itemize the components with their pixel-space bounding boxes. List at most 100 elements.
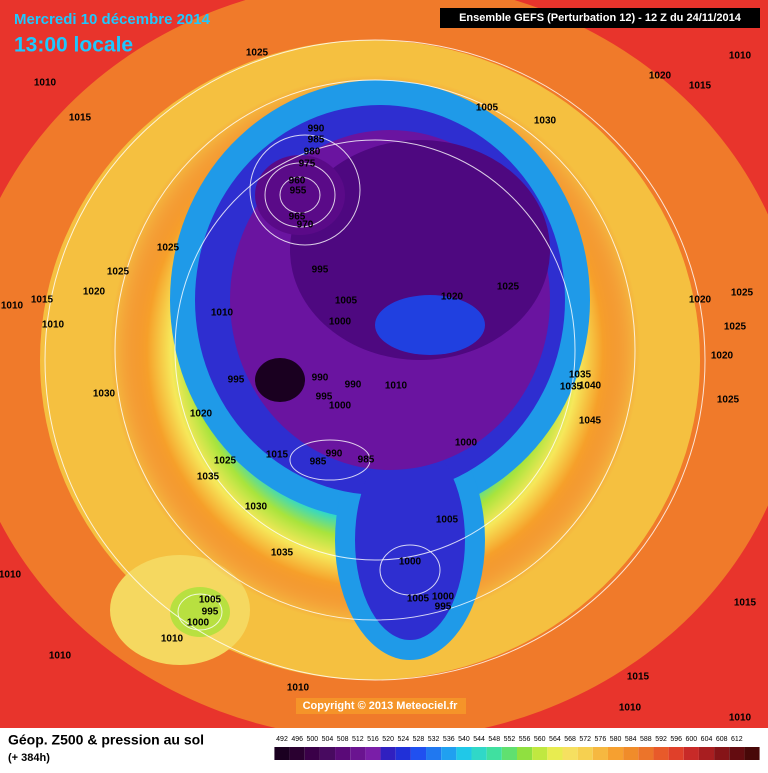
colorbar-label: 512 bbox=[352, 736, 364, 743]
pressure-label: 1025 bbox=[497, 282, 520, 293]
pressure-label: 1025 bbox=[717, 395, 740, 406]
colorbar-label: 564 bbox=[549, 736, 561, 743]
colorbar-label: 568 bbox=[564, 736, 576, 743]
pressure-label: 975 bbox=[299, 159, 316, 170]
colorbar-label: 576 bbox=[595, 736, 607, 743]
pressure-label: 1005 bbox=[476, 103, 499, 114]
pressure-label: 1010 bbox=[385, 381, 408, 392]
pressure-label: 1010 bbox=[42, 320, 65, 331]
pressure-label: 1005 bbox=[436, 515, 459, 526]
pressure-label: 1035 bbox=[560, 382, 583, 393]
pressure-label: 995 bbox=[435, 602, 452, 613]
band bbox=[355, 440, 465, 640]
model-text: Ensemble GEFS (Perturbation 12) - 12 Z d… bbox=[459, 12, 742, 24]
colorbar-swatch bbox=[289, 747, 305, 760]
colorbar-swatch bbox=[319, 747, 336, 760]
pressure-label: 1035 bbox=[197, 472, 220, 483]
colorbar-swatch bbox=[335, 747, 351, 760]
colorbar-label: 492 bbox=[276, 736, 288, 743]
model-box bbox=[440, 8, 760, 28]
colorbar-label: 604 bbox=[701, 736, 713, 743]
pressure-label: 1005 bbox=[407, 594, 430, 605]
pressure-label: 1000 bbox=[432, 592, 455, 603]
pressure-label: 1015 bbox=[734, 598, 757, 609]
pressure-label: 1035 bbox=[271, 548, 294, 559]
pressure-label: 1005 bbox=[335, 296, 358, 307]
pressure-label: 1045 bbox=[579, 416, 602, 427]
pressure-label: 1025 bbox=[731, 288, 754, 299]
colorbar-swatch bbox=[486, 747, 502, 760]
colorbar-swatch bbox=[395, 747, 411, 760]
pressure-label: 985 bbox=[308, 135, 325, 146]
pressure-label: 985 bbox=[310, 457, 327, 468]
colorbar-label: 608 bbox=[716, 736, 728, 743]
pressure-label: 1010 bbox=[1, 301, 24, 312]
footer-lead: (+ 384h) bbox=[8, 752, 50, 764]
colorbar-swatch bbox=[547, 747, 563, 760]
colorbar-swatch bbox=[441, 747, 457, 760]
pressure-label: 995 bbox=[202, 607, 219, 618]
colorbar-swatch bbox=[668, 747, 684, 760]
colorbar-swatch bbox=[562, 747, 578, 760]
band bbox=[375, 295, 485, 355]
pressure-label: 1020 bbox=[190, 409, 213, 420]
colorbar-swatch bbox=[592, 747, 608, 760]
pressure-label: 990 bbox=[312, 373, 329, 384]
pressure-label: 1010 bbox=[287, 683, 310, 694]
colorbar-swatch bbox=[426, 747, 442, 760]
isobars bbox=[44, 39, 706, 681]
pressure-label: 960 bbox=[289, 176, 306, 187]
colorbar-label: 524 bbox=[397, 736, 409, 743]
band bbox=[290, 140, 550, 360]
pressure-label: 1030 bbox=[245, 502, 268, 513]
pressure-label: 1010 bbox=[729, 51, 752, 62]
colorbar-swatch bbox=[350, 747, 366, 760]
pressure-label: 985 bbox=[358, 455, 375, 466]
pressure-label: 995 bbox=[316, 392, 333, 403]
pressure-label: 965 bbox=[289, 212, 306, 223]
pressure-label: 1010 bbox=[34, 78, 57, 89]
colorbar-label: 588 bbox=[640, 736, 652, 743]
colorbar-label: 496 bbox=[291, 736, 303, 743]
copyright-bg bbox=[296, 698, 466, 714]
pressure-label: 1015 bbox=[31, 295, 54, 306]
colorbar-label: 528 bbox=[413, 736, 425, 743]
pressure-label: 970 bbox=[297, 220, 314, 231]
band bbox=[170, 587, 230, 637]
pressure-labels: 1025101010151005103010201015101099098598… bbox=[0, 48, 757, 724]
pressure-label: 1015 bbox=[627, 672, 650, 683]
colorbar-swatch bbox=[471, 747, 487, 760]
pressure-label: 1010 bbox=[0, 570, 22, 581]
pressure-label: 995 bbox=[228, 375, 245, 386]
date: Mercredi 10 décembre 2014 bbox=[14, 11, 211, 28]
pressure-label: 1025 bbox=[246, 48, 269, 59]
pressure-label: 995 bbox=[312, 265, 329, 276]
colorbar-swatch bbox=[456, 747, 472, 760]
colorbar-label: 612 bbox=[731, 736, 743, 743]
colorbar-label: 516 bbox=[367, 736, 379, 743]
pressure-label: 1000 bbox=[399, 557, 422, 568]
pressure-label: 1020 bbox=[83, 287, 106, 298]
colorbar-label: 584 bbox=[625, 736, 637, 743]
colorbar-swatch bbox=[744, 747, 760, 760]
colorbar-label: 560 bbox=[534, 736, 546, 743]
pressure-label: 980 bbox=[304, 147, 321, 158]
colorbar-label: 596 bbox=[670, 736, 682, 743]
colorbar-label: 508 bbox=[337, 736, 349, 743]
pressure-label: 1040 bbox=[579, 381, 602, 392]
colorbar-swatch bbox=[683, 747, 699, 760]
colorbar-label: 540 bbox=[458, 736, 470, 743]
colorbar-label: 552 bbox=[504, 736, 516, 743]
pressure-label: 1000 bbox=[329, 401, 352, 412]
colorbar-label: 600 bbox=[686, 736, 698, 743]
pressure-label: 1000 bbox=[187, 618, 210, 629]
pressure-label: 1005 bbox=[199, 595, 222, 606]
footer-title: Géop. Z500 & pression au sol bbox=[8, 732, 204, 748]
pressure-label: 1015 bbox=[69, 113, 92, 124]
pressure-label: 1030 bbox=[93, 389, 116, 400]
colorbar-swatch bbox=[274, 747, 290, 760]
pressure-label: 955 bbox=[290, 186, 307, 197]
pressure-label: 1025 bbox=[724, 322, 747, 333]
colorbar-label: 504 bbox=[322, 736, 334, 743]
pressure-label: 1020 bbox=[441, 292, 464, 303]
